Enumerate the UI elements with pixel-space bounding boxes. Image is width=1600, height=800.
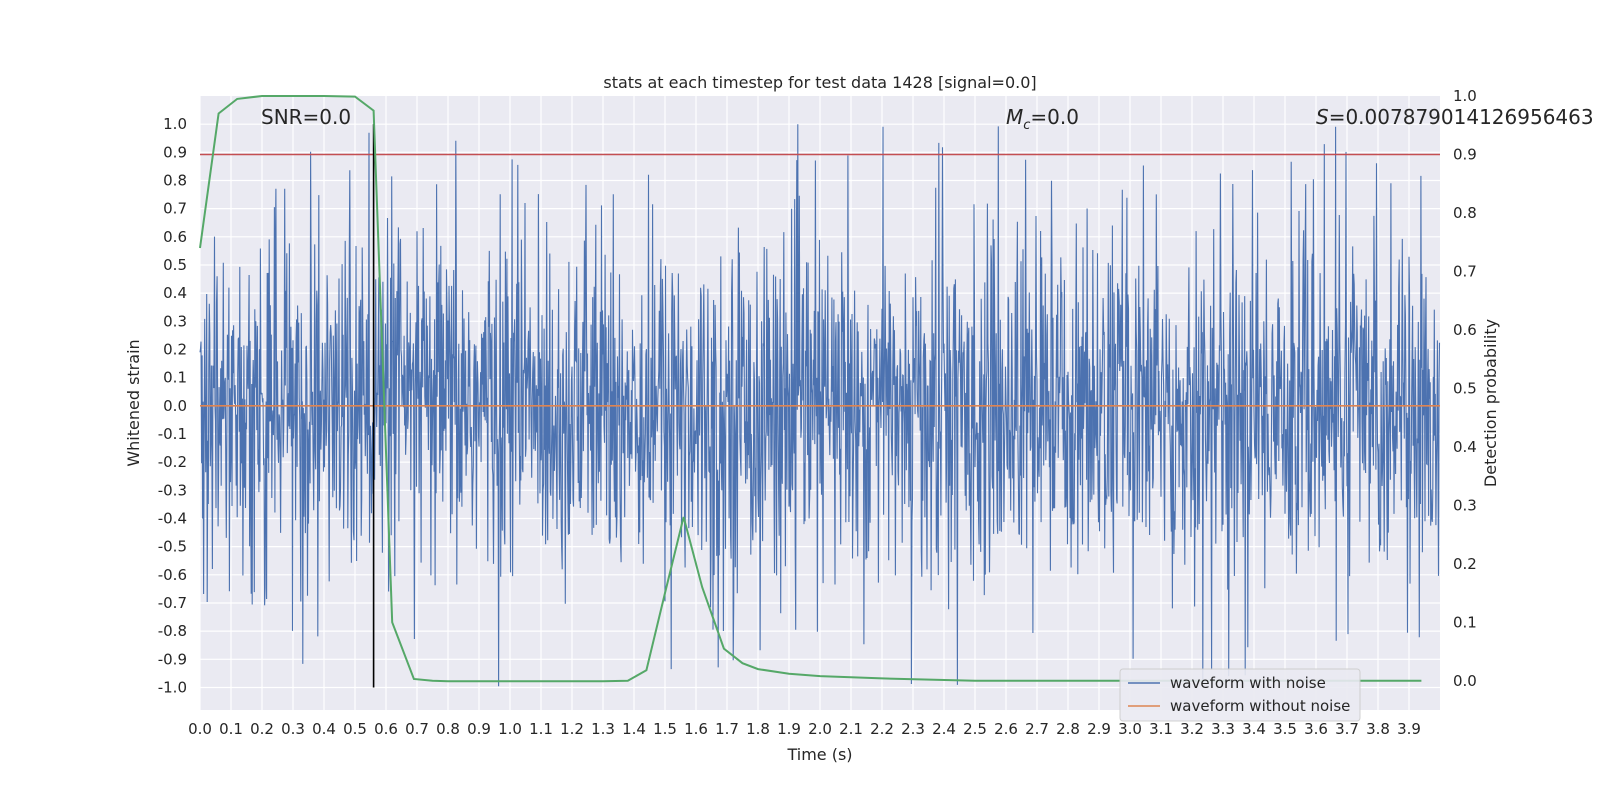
waveform-with-noise-series	[199, 124, 1441, 687]
legend-box	[1119, 668, 1361, 722]
x-tick-label: 3.1	[1149, 720, 1173, 738]
y-tick-label: -0.2	[158, 453, 187, 471]
x-tick-label: 0.3	[281, 720, 305, 738]
x-tick-label: 0.6	[374, 720, 398, 738]
detection-probability-line	[199, 95, 1422, 683]
y-tick-label: 0.0	[163, 397, 187, 415]
x-tick-label: 0.5	[343, 720, 367, 738]
x-tick-label: 1.0	[498, 720, 522, 738]
y-tick-label: -0.4	[158, 509, 187, 527]
y-tick-label: 0.5	[163, 256, 187, 274]
mc-subscript: c	[1023, 118, 1030, 133]
x-tick-label: 3.3	[1211, 720, 1235, 738]
y2-tick-label: 0.3	[1453, 496, 1477, 514]
mc-annotation: Mc=0.0	[1006, 105, 1079, 133]
x-tick-label: 1.1	[529, 720, 553, 738]
y-tick-label: -0.5	[158, 538, 187, 556]
snr-annotation: SNR=0.0	[261, 105, 351, 129]
s-value: =0.007879014126956463	[1329, 105, 1594, 129]
y2-axis-label: Detection probability	[1481, 319, 1500, 487]
overlays	[199, 95, 1440, 688]
y-tick-label: -0.9	[158, 650, 187, 668]
legend: waveform with noise waveform without noi…	[1119, 668, 1361, 722]
y-tick-label: 0.2	[163, 340, 187, 358]
x-tick-label: 3.2	[1180, 720, 1204, 738]
y-tick-label: -0.8	[158, 622, 187, 640]
x-tick-label: 1.6	[684, 720, 708, 738]
y-tick-label: -0.7	[158, 594, 187, 612]
y-tick-label: -1.0	[158, 678, 187, 696]
y-tick-label: -0.3	[158, 481, 187, 499]
ticks: 0.0 0.1 0.2 0.3 0.4 0.5 0.6 0.7 0.8 0.9 1.0 1.1 1.2 1…	[158, 87, 1477, 738]
legend-entry-clean: waveform without noise	[1170, 697, 1350, 715]
mc-symbol: M	[1006, 105, 1023, 129]
x-tick-label: 1.8	[746, 720, 770, 738]
x-tick-label: 0.4	[312, 720, 336, 738]
y-tick-label: 0.7	[163, 200, 187, 218]
s-symbol: S	[1316, 105, 1329, 129]
y-tick-label: 0.3	[163, 312, 187, 330]
x-tick-label: 2.0	[808, 720, 832, 738]
y2-tick-label: 0.4	[1453, 438, 1477, 456]
y-tick-label: 1.0	[163, 115, 187, 133]
mc-value: =0.0	[1030, 105, 1079, 129]
noise-line	[199, 124, 1441, 687]
x-tick-label: 1.5	[653, 720, 677, 738]
y-tick-label: 0.8	[163, 171, 187, 189]
x-tick-label: 2.1	[839, 720, 863, 738]
x-tick-label: 0.9	[467, 720, 491, 738]
y-tick-label: 0.6	[163, 228, 187, 246]
x-tick-label: 1.3	[591, 720, 615, 738]
x-axis-label: Time (s)	[786, 745, 852, 764]
y-tick-label: 0.1	[163, 369, 187, 387]
y2-tick-label: 1.0	[1453, 87, 1477, 105]
x-tick-label: 3.4	[1242, 720, 1266, 738]
x-tick-label: 1.7	[715, 720, 739, 738]
x-tick-label: 2.2	[870, 720, 894, 738]
x-tick-label: 0.7	[405, 720, 429, 738]
y2-tick-label: 0.1	[1453, 613, 1477, 631]
x-tick-label: 2.9	[1087, 720, 1111, 738]
y2-tick-label: 0.9	[1453, 145, 1477, 163]
x-tick-label: 1.4	[622, 720, 646, 738]
y2-tick-label: 0.0	[1453, 672, 1477, 690]
x-tick-label: 2.3	[901, 720, 925, 738]
y-tick-label: 0.9	[163, 143, 187, 161]
y2-tick-label: 0.2	[1453, 555, 1477, 573]
x-tick-label: 0.2	[250, 720, 274, 738]
x-tick-label: 3.6	[1304, 720, 1328, 738]
x-tick-label: 2.7	[1025, 720, 1049, 738]
x-tick-label: 1.2	[560, 720, 584, 738]
x-tick-label: 3.0	[1118, 720, 1142, 738]
x-tick-label: 1.9	[777, 720, 801, 738]
x-tick-label: 2.5	[963, 720, 987, 738]
x-tick-label: 2.6	[994, 720, 1018, 738]
s-annotation: S=0.007879014126956463	[1316, 105, 1594, 129]
chart-title: stats at each timestep for test data 142…	[603, 73, 1036, 92]
y-tick-label: -0.6	[158, 566, 187, 584]
x-tick-label: 3.5	[1273, 720, 1297, 738]
x-tick-label: 3.8	[1366, 720, 1390, 738]
x-tick-label: 2.8	[1056, 720, 1080, 738]
x-tick-label: 3.9	[1397, 720, 1421, 738]
y-axis-label: Whitened strain	[124, 339, 143, 466]
y2-tick-label: 0.7	[1453, 262, 1477, 280]
legend-entry-noise: waveform with noise	[1170, 674, 1326, 692]
y-tick-label: 0.4	[163, 284, 187, 302]
x-tick-label: 0.0	[188, 720, 212, 738]
x-tick-label: 0.8	[436, 720, 460, 738]
x-tick-label: 3.7	[1335, 720, 1359, 738]
y2-tick-label: 0.5	[1453, 379, 1477, 397]
x-tick-label: 2.4	[932, 720, 956, 738]
y2-tick-label: 0.6	[1453, 321, 1477, 339]
x-tick-label: 0.1	[219, 720, 243, 738]
y-tick-label: -0.1	[158, 425, 187, 443]
y2-tick-label: 0.8	[1453, 204, 1477, 222]
